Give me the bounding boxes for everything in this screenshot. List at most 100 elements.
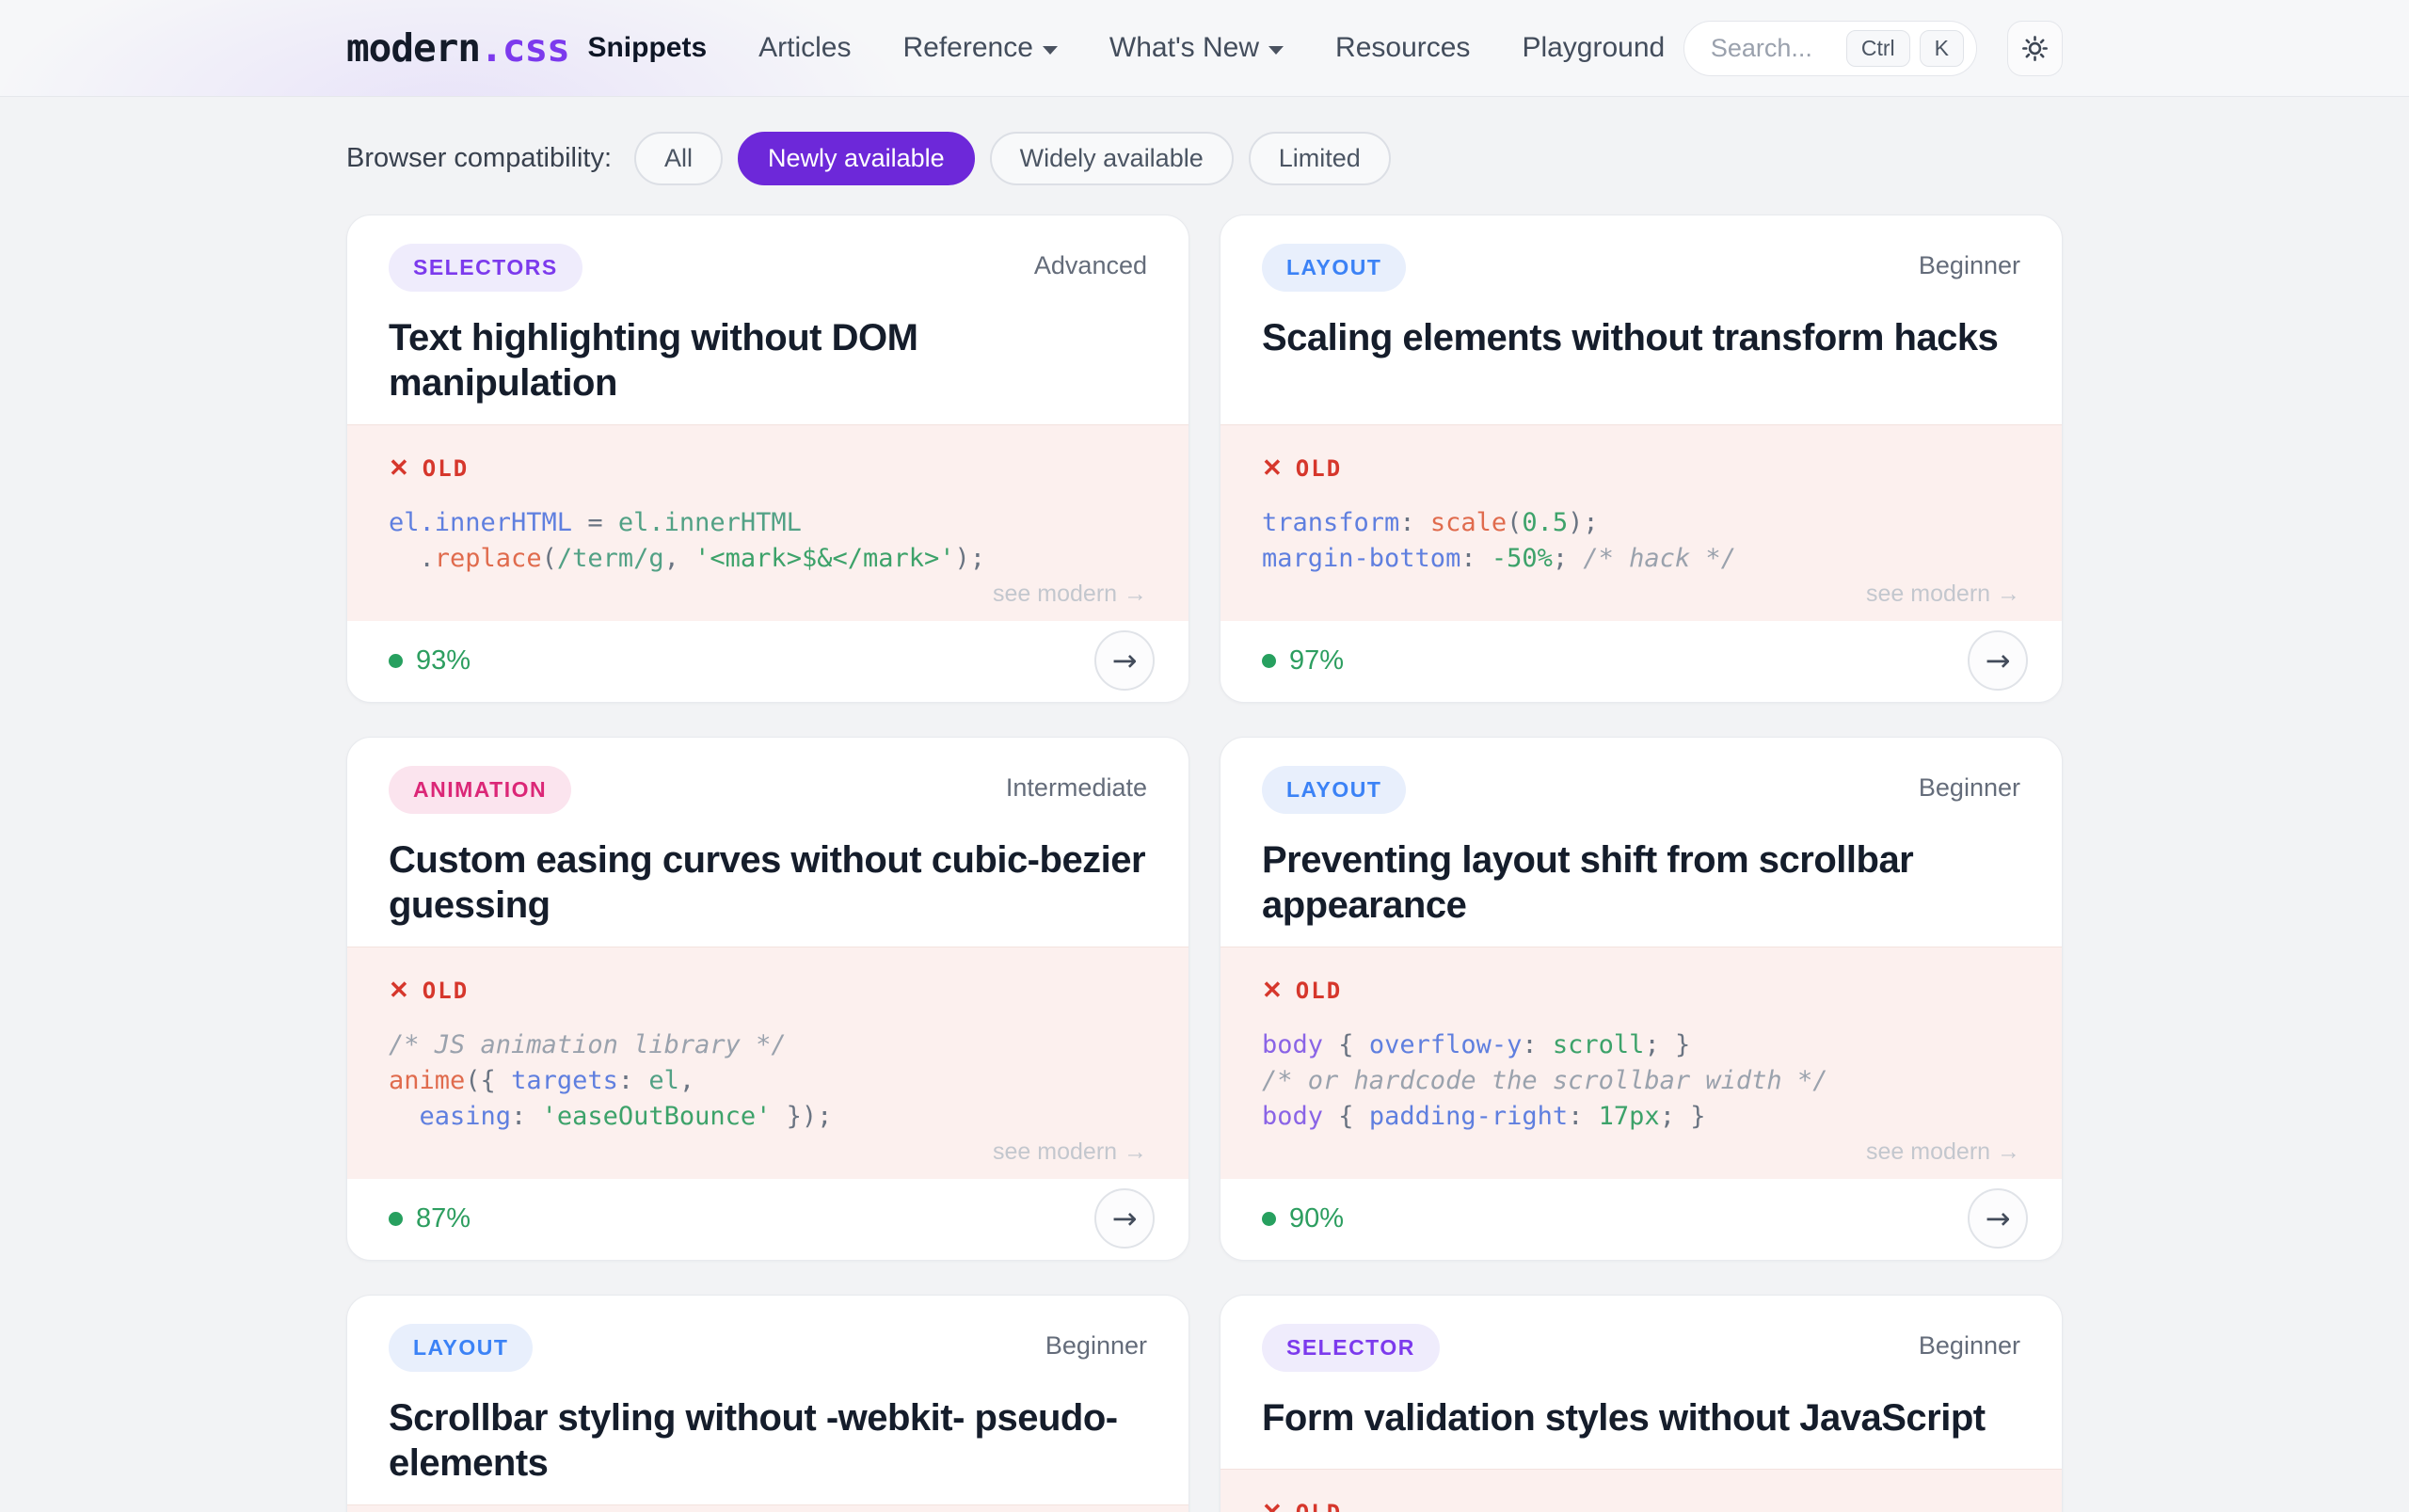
difficulty-label: Beginner [1045, 1331, 1147, 1360]
snippet-card[interactable]: ANIMATION Intermediate Custom easing cur… [346, 737, 1189, 1261]
filter-pill-widely-available[interactable]: Widely available [989, 132, 1234, 185]
old-code-block: ✕ OLD // JS: add .touched on blurel.addE… [1220, 1469, 2062, 1512]
open-snippet-button[interactable]: → [1094, 630, 1155, 691]
arrow-right-icon: → [1985, 1201, 2011, 1236]
card-header: LAYOUT Beginner Scaling elements without… [1220, 215, 2062, 424]
code-snippet: /* JS animation library */anime({ target… [389, 1030, 833, 1131]
snippet-card[interactable]: SELECTORS Advanced Text highlighting wit… [346, 215, 1189, 703]
snippet-card[interactable]: LAYOUT Beginner Preventing layout shift … [1220, 737, 2063, 1261]
arrow-right-icon: → [1985, 643, 2011, 678]
old-code-block: ✕ OLD /* JS animation library */anime({ … [347, 947, 1189, 1179]
search-placeholder: Search... [1710, 33, 1812, 62]
nav-item-label: Snippets [587, 32, 708, 63]
code-snippet: body { overflow-y: scroll; }/* or hardco… [1262, 1030, 1828, 1131]
category-badge: SELECTORS [389, 244, 582, 292]
open-snippet-button[interactable]: → [1968, 630, 2028, 691]
old-code-block: ✕ OLD el.innerHTML = el.innerHTML .repla… [347, 424, 1189, 621]
filter-bar: Browser compatibility: All Newly availab… [346, 132, 2063, 185]
category-badge: LAYOUT [389, 1324, 534, 1372]
nav-item-label: Articles [758, 32, 852, 63]
snippet-card[interactable]: LAYOUT Beginner Scaling elements without… [1220, 215, 2063, 703]
nav-item-label: Resources [1335, 32, 1471, 63]
nav-item-reference[interactable]: Reference [903, 32, 1058, 64]
navbar: modern.css Snippets Articles Reference W… [0, 0, 2409, 97]
support-percent: 97% [1289, 645, 1345, 676]
nav-item-resources[interactable]: Resources [1335, 32, 1470, 64]
nav-item-what-s-new[interactable]: What's New [1109, 32, 1284, 64]
card-header: SELECTOR Beginner Form validation styles… [1220, 1296, 2062, 1469]
nav-item-playground[interactable]: Playground [1522, 32, 1665, 64]
search-input[interactable]: Search... Ctrl K [1683, 20, 1977, 76]
see-modern-link[interactable]: see modern → [993, 581, 1147, 607]
snippet-title: Custom easing curves without cubic-bezie… [389, 839, 1146, 926]
nav-item-snippets[interactable]: Snippets [587, 32, 707, 64]
old-label: OLD [1295, 977, 1343, 1004]
browser-support: 93% [389, 645, 471, 676]
card-header: LAYOUT Beginner Preventing layout shift … [1220, 738, 2062, 947]
browser-support: 97% [1262, 645, 1344, 676]
nav-item-label: Playground [1522, 32, 1666, 63]
snippet-title: Text highlighting without DOM manipulati… [389, 317, 918, 404]
snippet-card[interactable]: SELECTOR Beginner Form validation styles… [1220, 1295, 2063, 1512]
brand-name-primary: modern [346, 25, 481, 71]
see-modern-link[interactable]: see modern → [1866, 581, 2020, 607]
difficulty-label: Beginner [1918, 1331, 2020, 1360]
card-footer: 87% → [347, 1179, 1189, 1260]
support-dot-icon [389, 1211, 403, 1226]
old-label: OLD [422, 977, 470, 1004]
filter-pill-newly-available[interactable]: Newly available [738, 132, 975, 185]
card-footer: 93% → [347, 621, 1189, 702]
brand-name-secondary: css [502, 25, 570, 71]
support-percent: 87% [416, 1202, 471, 1233]
kbd-k: K [1919, 29, 1964, 67]
x-icon: ✕ [1262, 454, 1283, 482]
snippet-title: Preventing layout shift from scrollbar a… [1262, 839, 1914, 926]
brand-name-dot: . [480, 25, 503, 71]
card-header: ANIMATION Intermediate Custom easing cur… [347, 738, 1189, 947]
content: Browser compatibility: All Newly availab… [346, 97, 2063, 1512]
filter-label: Browser compatibility: [346, 143, 613, 173]
snippet-title: Form validation styles without JavaScrip… [1262, 1397, 1986, 1439]
chevron-down-icon [1268, 45, 1284, 55]
old-label: OLD [1296, 1500, 1342, 1512]
old-label: OLD [422, 454, 470, 482]
support-dot-icon [389, 653, 403, 668]
sun-icon [2020, 34, 2050, 63]
difficulty-label: Beginner [1918, 773, 2020, 802]
x-icon: ✕ [389, 976, 409, 1004]
card-header: LAYOUT Beginner Scrollbar styling withou… [347, 1296, 1189, 1504]
code-snippet: transform: scale(0.5); margin-bottom: -50… [1262, 508, 1736, 573]
snippet-title: Scaling elements without transform hacks [1262, 317, 1999, 358]
snippet-title: Scrollbar styling without -webkit- pseud… [389, 1397, 1118, 1484]
open-snippet-button[interactable]: → [1968, 1188, 2028, 1249]
old-label: OLD [1295, 454, 1343, 482]
category-badge: ANIMATION [389, 766, 572, 814]
difficulty-label: Beginner [1918, 251, 2020, 279]
arrow-right-icon: → [1111, 1201, 1138, 1236]
arrow-right-icon: → [1111, 643, 1138, 678]
see-modern-link[interactable]: see modern → [1866, 1138, 2020, 1165]
filter-pill-all[interactable]: All [634, 132, 724, 185]
x-icon: ✕ [389, 454, 409, 482]
see-modern-link[interactable]: see modern → [993, 1138, 1147, 1165]
browser-support: 87% [389, 1203, 471, 1234]
difficulty-label: Advanced [1033, 251, 1147, 279]
old-code-block: ✕ OLD transform: scale(0.5); margin-botto… [1220, 424, 2062, 621]
card-footer: 97% → [1220, 621, 2062, 702]
filter-pills: All Newly available Widely available Lim… [634, 132, 1391, 185]
card-header: SELECTORS Advanced Text highlighting wit… [347, 215, 1189, 424]
support-percent: 90% [1289, 1202, 1345, 1233]
category-badge: LAYOUT [1262, 244, 1407, 292]
filter-pill-limited[interactable]: Limited [1248, 132, 1391, 185]
old-code-block: ✕ OLD /* webkit only */::-webkit-scrollb… [347, 1504, 1189, 1512]
old-code-block: ✕ OLD body { overflow-y: scroll; }/* or … [1220, 947, 2062, 1179]
open-snippet-button[interactable]: → [1094, 1188, 1155, 1249]
support-dot-icon [1262, 1211, 1276, 1226]
x-icon: ✕ [1262, 1498, 1283, 1512]
brand-logo[interactable]: modern.css [346, 25, 570, 71]
snippet-card[interactable]: LAYOUT Beginner Scrollbar styling withou… [346, 1295, 1189, 1512]
category-badge: SELECTOR [1262, 1324, 1440, 1372]
chevron-down-icon [1042, 45, 1058, 55]
nav-item-articles[interactable]: Articles [758, 32, 851, 64]
theme-toggle-button[interactable] [2007, 20, 2063, 76]
